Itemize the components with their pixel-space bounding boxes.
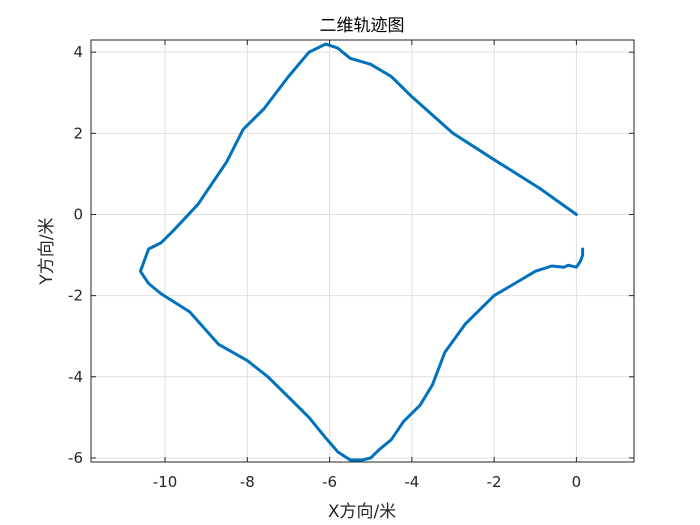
plot-area [91,40,634,462]
series-line-trajectory [138,42,585,462]
x-tick-label: -4 [404,473,419,491]
axes [90,39,635,463]
x-tick-label: -2 [487,473,502,491]
y-tick-label: -6 [68,449,83,467]
y-axis-label: Y方向/米 [37,217,57,285]
y-tick-label: 0 [73,205,83,223]
y-tick-label: -4 [68,368,83,386]
x-axis-label: X方向/米 [328,502,396,522]
series-layer [138,42,585,462]
x-tick-label: -10 [153,473,178,491]
x-tick-label: 0 [572,473,582,491]
x-tick-label: -8 [240,473,255,491]
y-tick-label: 4 [73,43,83,61]
x-tick-label: -6 [322,473,337,491]
axes-box [90,39,635,463]
tick-labels: -10 -8 -6 -4 -2 0 -6 -4 -2 0 2 4 [68,43,581,491]
grid [91,40,634,462]
y-tick-label: 2 [73,124,83,142]
chart-title: 二维轨迹图 [320,16,405,36]
y-tick-label: -2 [68,287,83,305]
